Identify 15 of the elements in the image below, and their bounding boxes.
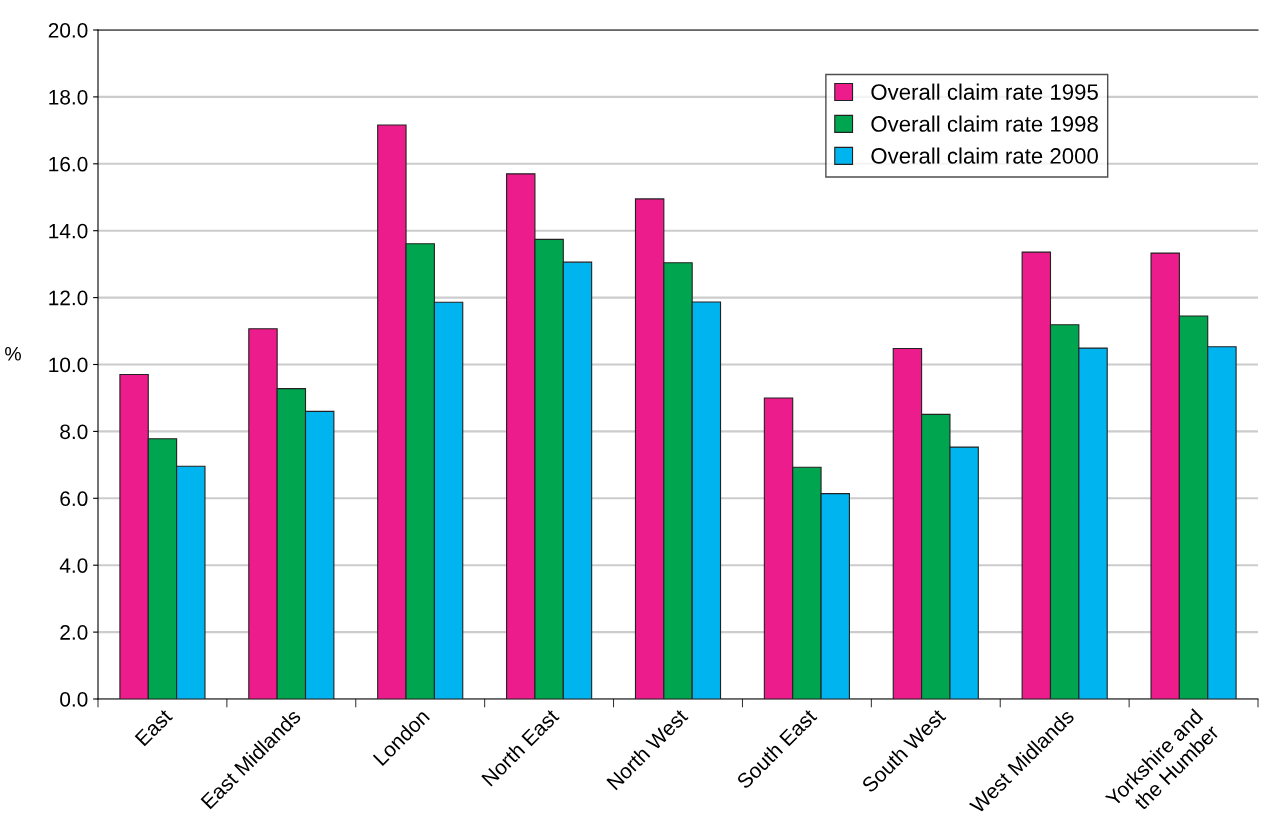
y-tick-label: 16.0 <box>49 156 88 172</box>
y-axis-title: % <box>5 346 21 361</box>
y-tick-label: 0.0 <box>60 692 88 707</box>
y-tick-label: 2.0 <box>60 625 88 640</box>
y-tick-label: 18.0 <box>49 89 88 105</box>
y-tick-label: 12.0 <box>49 290 88 306</box>
y-tick-label: 14.0 <box>49 223 88 239</box>
legend-label: Overall claim rate 2000 <box>871 147 1098 164</box>
y-tick-label: 20.0 <box>48 23 88 38</box>
y-tick-label: 4.0 <box>59 558 88 573</box>
legend-label: Overall claim rate 1998 <box>871 115 1098 132</box>
legend-label: Overall claim rate 1995 <box>871 83 1098 100</box>
y-tick-label: 6.0 <box>60 491 88 507</box>
y-tick-label: 10.0 <box>49 357 88 373</box>
y-tick-label: 8.0 <box>60 424 88 440</box>
